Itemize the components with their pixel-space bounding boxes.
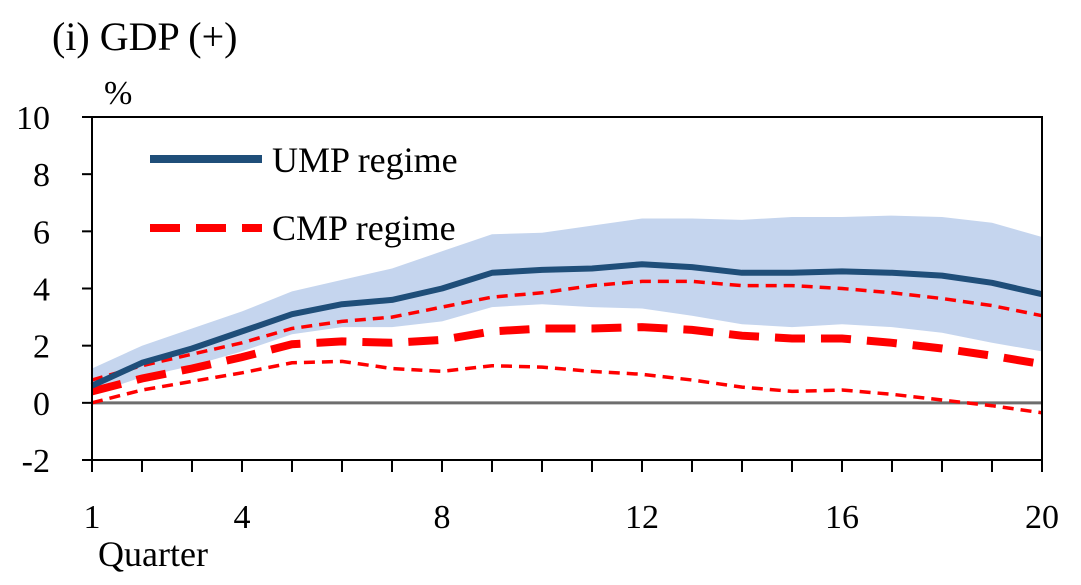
chart-title: (i) GDP (+)	[52, 14, 238, 59]
y-tick-label: 6	[33, 214, 50, 251]
x-tick-label: 12	[625, 499, 659, 536]
y-tick-label: 0	[33, 386, 50, 423]
x-tick-label: 20	[1025, 499, 1059, 536]
y-tick-label: 8	[33, 157, 50, 194]
x-tick-label: 16	[825, 499, 859, 536]
x-tick-label: 4	[234, 499, 251, 536]
series-lines-layer	[90, 261, 1043, 415]
cmp-upper-bound-line	[91, 279, 1043, 382]
confidence-band-layer	[92, 215, 1042, 395]
ump-regime-line	[90, 261, 1043, 389]
legend: UMP regime CMP regime	[150, 140, 458, 248]
y-tick-label: 4	[33, 272, 50, 309]
x-axis-label: Quarter	[98, 534, 208, 574]
y-axis-unit-label: %	[104, 75, 132, 112]
cmp-regime-line	[91, 323, 1043, 396]
y-tick-label: 10	[16, 100, 50, 137]
y-tick-label: 2	[33, 329, 50, 366]
x-tick-label: 8	[434, 499, 451, 536]
legend-label-cmp: CMP regime	[272, 208, 456, 248]
legend-label-ump: UMP regime	[272, 140, 458, 180]
ump-confidence-band	[92, 215, 1042, 395]
x-axis-ticks: 1 4 8 12 16 20	[84, 460, 1059, 536]
cmp-lower-bound-line	[91, 359, 1043, 415]
y-axis-ticks: 10 8 6 4 2 0 -2	[16, 100, 92, 480]
x-tick-label: 1	[84, 499, 101, 536]
y-tick-label: -2	[22, 443, 50, 480]
